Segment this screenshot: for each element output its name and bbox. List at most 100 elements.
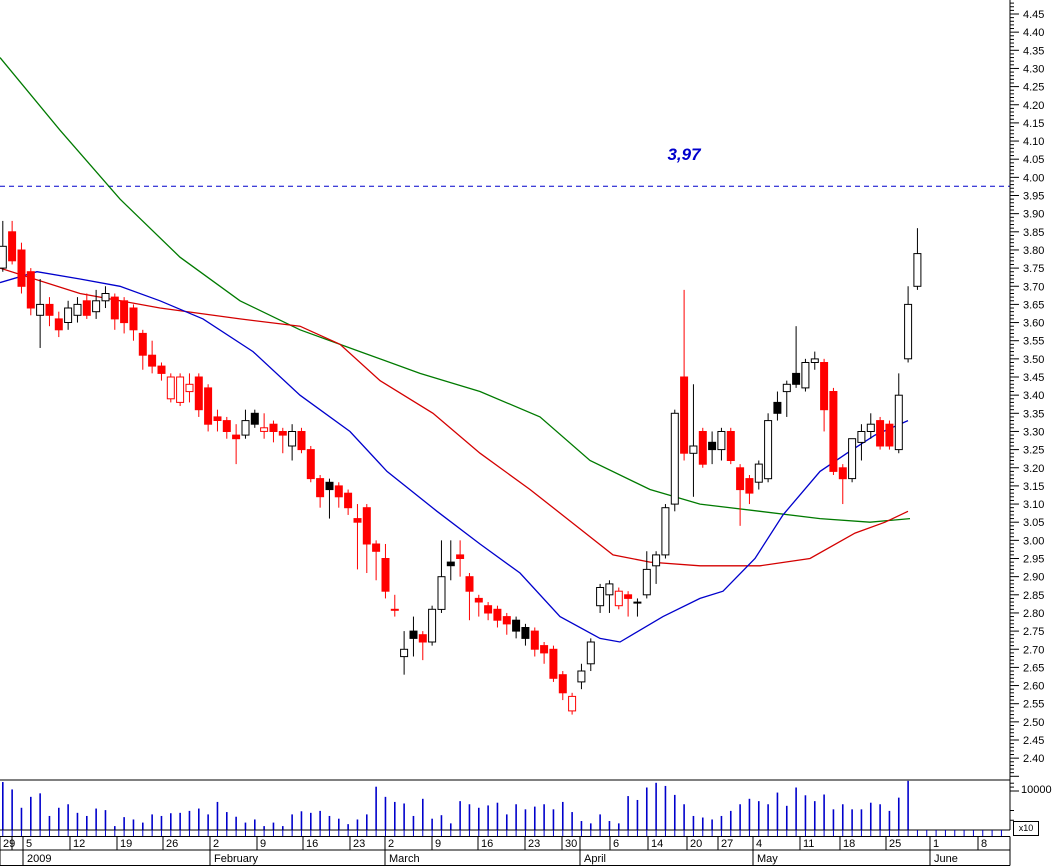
candle <box>120 300 129 324</box>
candle <box>82 300 91 316</box>
candle <box>493 608 502 621</box>
volume-axis <box>1010 782 1019 821</box>
candle <box>138 332 147 356</box>
svg-text:3.85: 3.85 <box>1023 227 1044 239</box>
svg-text:14: 14 <box>651 838 663 850</box>
candle <box>745 478 754 494</box>
svg-text:February: February <box>214 853 259 865</box>
candle <box>0 245 7 269</box>
candle <box>278 431 287 436</box>
svg-text:1: 1 <box>933 838 939 850</box>
svg-text:4.00: 4.00 <box>1023 172 1044 184</box>
date-axis <box>0 830 1011 866</box>
candle <box>680 376 689 454</box>
svg-text:3.70: 3.70 <box>1023 281 1044 293</box>
svg-text:2.70: 2.70 <box>1023 644 1044 656</box>
candle <box>568 695 577 712</box>
svg-text:3.45: 3.45 <box>1023 372 1044 384</box>
candle <box>260 427 269 432</box>
ma-long-green-line <box>0 57 911 523</box>
candle <box>596 587 605 607</box>
candle <box>316 478 325 498</box>
svg-text:16: 16 <box>481 838 493 850</box>
svg-text:2.75: 2.75 <box>1023 626 1044 638</box>
svg-text:18: 18 <box>843 838 855 850</box>
svg-text:4.15: 4.15 <box>1023 118 1044 130</box>
candle <box>54 318 63 331</box>
svg-text:4.20: 4.20 <box>1023 100 1044 112</box>
candle <box>129 307 138 331</box>
svg-text:3.25: 3.25 <box>1023 445 1044 457</box>
price-axis: 4.45 4.40 4.35 4.30 4.25 4.20 4.15 4.10 4.05 4.00… <box>1010 2 1044 777</box>
svg-text:29: 29 <box>3 838 15 850</box>
svg-text:19: 19 <box>120 838 132 850</box>
ma-short-blue-line <box>0 271 909 643</box>
svg-text:4.10: 4.10 <box>1023 136 1044 148</box>
candle <box>642 568 651 596</box>
candle <box>194 376 203 411</box>
svg-text:4.30: 4.30 <box>1023 63 1044 75</box>
svg-text:4: 4 <box>756 838 762 850</box>
svg-text:2: 2 <box>213 838 219 850</box>
candle <box>110 296 119 320</box>
candle <box>708 441 717 451</box>
candle <box>773 401 782 414</box>
svg-text:4.25: 4.25 <box>1023 82 1044 94</box>
candle <box>913 253 922 287</box>
candle <box>484 605 493 614</box>
candle <box>792 372 801 385</box>
candle <box>64 307 73 323</box>
candle <box>540 645 549 654</box>
candle <box>213 416 222 421</box>
volume-scale-multiplier-badge: x10 <box>1013 821 1039 836</box>
candle <box>185 383 194 393</box>
candle <box>269 423 278 433</box>
candle <box>614 590 623 607</box>
candle <box>362 507 371 545</box>
candle <box>288 431 297 447</box>
candle <box>866 423 875 433</box>
svg-text:20: 20 <box>690 838 702 850</box>
candle <box>736 467 745 491</box>
candle <box>8 231 17 262</box>
svg-text:9: 9 <box>435 838 441 850</box>
svg-text:9: 9 <box>260 838 266 850</box>
candle <box>73 303 82 316</box>
month-labels-row: 2009 February March April May June <box>22 850 958 866</box>
candle <box>101 293 110 302</box>
svg-text:23: 23 <box>528 838 540 850</box>
candle <box>381 558 390 592</box>
candle <box>446 561 455 567</box>
candle <box>810 358 819 363</box>
candle <box>782 383 791 393</box>
candle <box>428 608 437 643</box>
svg-text:3.00: 3.00 <box>1023 535 1044 547</box>
candle <box>36 303 45 316</box>
svg-text:2.90: 2.90 <box>1023 572 1044 584</box>
candle <box>502 616 511 625</box>
candle <box>250 412 259 425</box>
candle <box>698 431 707 465</box>
svg-text:2.80: 2.80 <box>1023 608 1044 620</box>
svg-text:3.90: 3.90 <box>1023 209 1044 221</box>
svg-text:2.65: 2.65 <box>1023 662 1044 674</box>
svg-text:March: March <box>389 853 420 865</box>
candle <box>558 674 567 694</box>
candle <box>885 423 894 447</box>
candle <box>306 449 315 480</box>
candle <box>661 507 670 556</box>
svg-text:3.75: 3.75 <box>1023 263 1044 275</box>
candle <box>344 492 353 509</box>
svg-text:3.30: 3.30 <box>1023 426 1044 438</box>
svg-text:3.15: 3.15 <box>1023 481 1044 493</box>
candle <box>148 354 157 367</box>
svg-text:2.60: 2.60 <box>1023 681 1044 693</box>
candle <box>456 554 465 560</box>
svg-text:2.45: 2.45 <box>1023 735 1044 747</box>
candle <box>521 627 530 639</box>
svg-text:2.55: 2.55 <box>1023 699 1044 711</box>
svg-text:6: 6 <box>613 838 619 850</box>
candle <box>726 431 735 461</box>
